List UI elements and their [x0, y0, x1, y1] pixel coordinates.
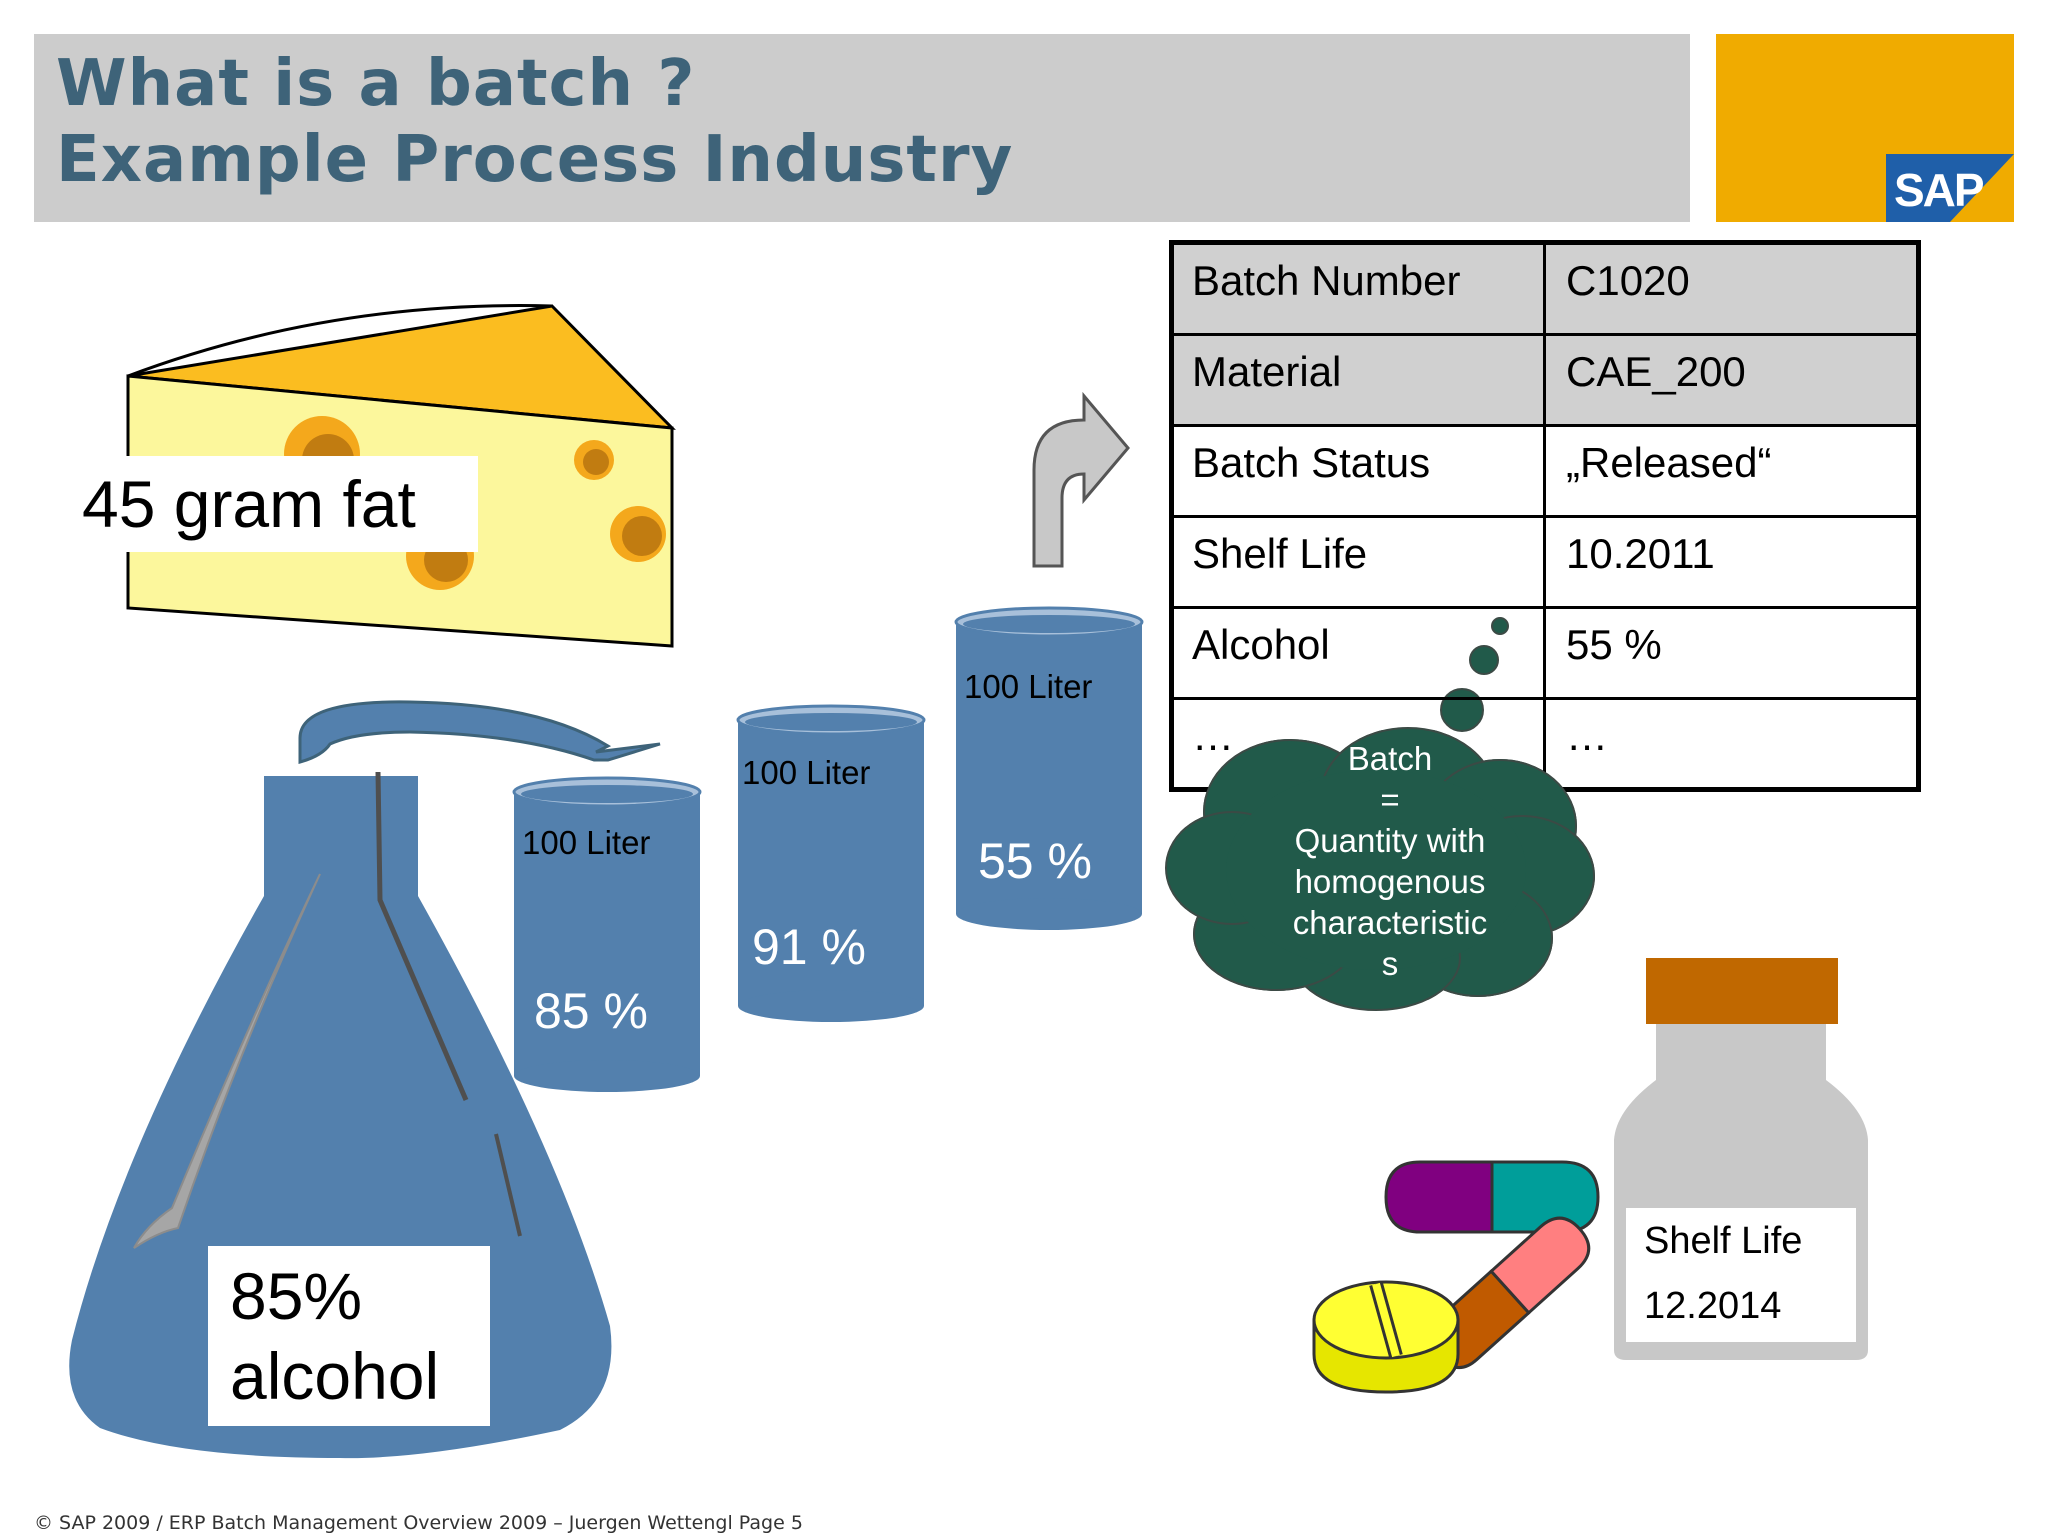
row-value: 10.2011 — [1566, 530, 1715, 577]
flask-alcohol-label: 85% alcohol — [208, 1246, 490, 1426]
flask-label-line-2: alcohol — [230, 1339, 440, 1413]
row-key: Alcohol — [1174, 609, 1546, 697]
row-value: … — [1566, 712, 1608, 759]
table-row: Batch Status „Released“ — [1174, 427, 1916, 518]
title-line-1: What is a batch ? — [56, 47, 696, 121]
table-row: Alcohol 55 % — [1174, 609, 1916, 700]
bottle-label-line-2: 12.2014 — [1644, 1285, 1782, 1327]
cloud-line-6: s — [1381, 945, 1399, 982]
row-value: CAE_200 — [1566, 348, 1746, 395]
row-value: C1020 — [1566, 257, 1690, 304]
cloud-line-3: Quantity with — [1294, 822, 1486, 859]
title-line-2: Example Process Industry — [56, 123, 1014, 197]
cloud-line-5: characteristic — [1292, 904, 1488, 941]
row-key: Shelf Life — [1174, 518, 1546, 606]
slide-title: What is a batch ? Example Process Indust… — [56, 46, 1013, 198]
table-row: Batch Number C1020 — [1174, 245, 1916, 336]
tank-1-volume: 100 Liter — [522, 824, 651, 861]
cloud-line-1: Batch — [1347, 740, 1433, 777]
cloud-line-4: homogenous — [1294, 863, 1486, 900]
stir-arrow-icon — [298, 700, 661, 764]
sap-logo-text: SAP — [1894, 164, 1984, 216]
tablet-icon — [1312, 1280, 1460, 1394]
sap-logo: SAP — [1886, 154, 2014, 222]
bottle-label-line-1: Shelf Life — [1644, 1220, 1803, 1262]
tank-1-percent: 85 % — [534, 983, 648, 1039]
row-key: Batch Number — [1174, 245, 1546, 333]
tank-2-volume: 100 Liter — [742, 754, 871, 791]
slide-footer: © SAP 2009 / ERP Batch Management Overvi… — [34, 1512, 803, 1534]
row-value: 55 % — [1566, 621, 1662, 668]
bottle-shelf-life-label: Shelf Life 12.2014 — [1626, 1208, 1856, 1342]
tank-3-icon — [954, 606, 1144, 930]
flask-label-line-1: 85% — [230, 1259, 363, 1333]
cloud-line-2: = — [1380, 781, 1400, 818]
row-value: „Released“ — [1566, 439, 1772, 486]
row-key: … — [1174, 700, 1546, 791]
tank-2-icon — [736, 704, 926, 1022]
tank-1-icon — [512, 776, 702, 1092]
table-row: … … — [1174, 700, 1916, 791]
cheese-fat-label: 45 gram fat — [78, 456, 478, 552]
title-band — [34, 34, 1690, 222]
tank-3-volume: 100 Liter — [964, 668, 1093, 705]
tank-3-percent: 55 % — [978, 833, 1092, 889]
table-row: Shelf Life 10.2011 — [1174, 518, 1916, 609]
batch-attribute-table: Batch Number C1020 Material CAE_200 Batc… — [1169, 240, 1921, 792]
bent-arrow-icon — [1032, 391, 1130, 568]
capsule-icon — [1384, 1160, 1600, 1234]
cloud-definition-text: Batch = Quantity with homogenous charact… — [1240, 738, 1540, 984]
tank-2-percent: 91 % — [752, 919, 866, 975]
row-key: Material — [1174, 336, 1546, 424]
thought-cloud-overlay — [1180, 730, 1595, 1000]
table-row: Material CAE_200 — [1174, 336, 1916, 427]
row-key: Batch Status — [1174, 427, 1546, 515]
